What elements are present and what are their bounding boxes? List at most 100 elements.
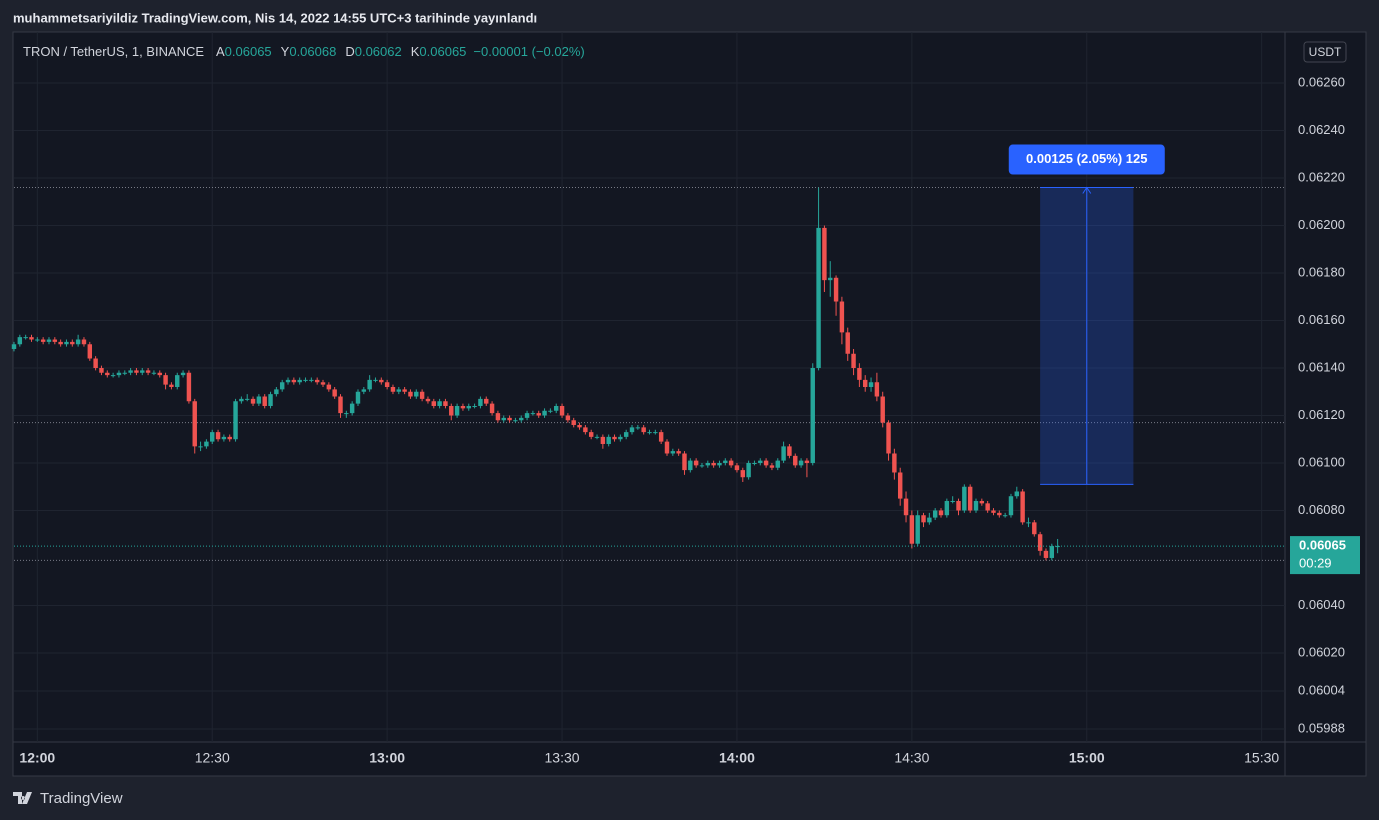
y-tick-label: 0.06120	[1298, 407, 1345, 422]
measure-arrowhead	[1082, 186, 1092, 194]
candle-body	[524, 413, 530, 418]
candle-body	[828, 277, 833, 281]
candle-body	[857, 368, 862, 380]
candle-body	[688, 460, 693, 471]
candle-body	[320, 382, 326, 385]
candle-body	[658, 432, 664, 442]
y-tick-label: 0.06040	[1298, 597, 1345, 612]
candle-body	[519, 417, 524, 421]
candle-body	[204, 441, 209, 447]
candle-body	[285, 379, 291, 383]
candle-body	[384, 382, 390, 387]
currency-box[interactable]	[1303, 41, 1347, 63]
candle-body	[419, 391, 425, 399]
countdown: 00:29	[1299, 556, 1332, 571]
candle-body	[40, 339, 46, 342]
y-tick-label: 0.06020	[1298, 644, 1345, 659]
candle-body	[244, 398, 250, 400]
x-tick-label: 13:30	[545, 750, 580, 766]
candle-body	[909, 515, 915, 544]
candle-body	[52, 339, 58, 342]
candle-body	[513, 420, 518, 422]
candle-body	[787, 446, 792, 456]
y-tick-label: 0.06220	[1298, 169, 1345, 184]
candle-body	[262, 396, 267, 406]
candle-body	[140, 370, 145, 373]
candle-body	[163, 375, 168, 385]
candle-body	[303, 379, 308, 381]
candle-body	[950, 500, 955, 502]
candle-body	[58, 341, 63, 345]
candle-body	[105, 372, 110, 376]
candle-body	[997, 512, 1002, 516]
candle-body	[763, 460, 769, 466]
candle-body	[554, 405, 559, 411]
candle-body	[705, 462, 711, 466]
candle-body	[746, 462, 751, 478]
x-tick-label: 14:00	[719, 750, 755, 766]
candle-body	[157, 372, 162, 376]
candle-body	[274, 389, 279, 395]
candle-body	[489, 403, 495, 414]
candle-body	[256, 396, 262, 404]
last-price-box	[1290, 536, 1360, 575]
x-tick-label: 13:00	[369, 750, 405, 766]
x-tick-label: 14:30	[894, 750, 929, 766]
candle-body	[326, 384, 332, 390]
candle-body	[793, 455, 798, 466]
candle-body	[927, 517, 932, 523]
logo-icon	[13, 792, 32, 804]
candle-body	[845, 332, 850, 354]
candle-body	[892, 453, 897, 473]
candle-body	[903, 498, 909, 516]
candle-body	[559, 405, 565, 416]
legend-value: 0.06065	[225, 44, 272, 59]
candle-body	[437, 401, 442, 406]
candle-body	[472, 405, 477, 407]
y-tick-label: 0.06240	[1298, 122, 1345, 137]
measure-label: 0.00125 (2.05%) 125	[1026, 151, 1147, 166]
candle-body	[967, 486, 973, 511]
candle-body	[443, 401, 448, 406]
candle-body	[250, 398, 256, 404]
candle-body	[583, 427, 588, 433]
candle-body	[215, 432, 221, 440]
candle-body	[145, 370, 151, 373]
candle-body	[361, 389, 367, 392]
currency: USDT	[1309, 45, 1342, 59]
candle-body	[851, 353, 856, 369]
candle-body	[268, 394, 273, 406]
legend-change: −0.00001 (−0.02%)	[473, 44, 584, 59]
candle-body	[728, 460, 734, 466]
candle-body	[863, 379, 868, 387]
candle-body	[717, 462, 722, 466]
candle-body	[985, 503, 990, 511]
candle-body	[938, 510, 944, 516]
x-tick-label: 15:30	[1244, 750, 1279, 766]
candle-body	[647, 432, 652, 434]
candle-body	[979, 500, 985, 504]
legend-value: 0.06068	[289, 44, 336, 59]
candle-body	[87, 344, 93, 359]
candle-body	[758, 460, 763, 463]
candle-body	[81, 339, 87, 345]
candle-body	[588, 432, 594, 437]
candle-body	[1020, 491, 1025, 523]
publish-header: muhammetsariyildiz TradingView.com, Nis …	[13, 10, 537, 25]
candle-body	[314, 379, 320, 383]
brand: TradingView	[40, 790, 123, 807]
candle-body	[70, 341, 75, 345]
candle-body	[664, 441, 670, 454]
tradingview-logo: TradingView	[13, 790, 123, 807]
candle-body	[571, 420, 576, 425]
candle-body	[798, 460, 804, 466]
candle-body	[431, 401, 436, 406]
candle-body	[973, 500, 979, 511]
ohlc-legend: TRON / TetherUS, 1, BINANCE A0.06065 Y0.0…	[23, 44, 585, 59]
candle-body	[454, 405, 460, 416]
candle-body	[810, 368, 815, 463]
candle-body	[239, 398, 244, 402]
candle-body	[1032, 522, 1037, 535]
